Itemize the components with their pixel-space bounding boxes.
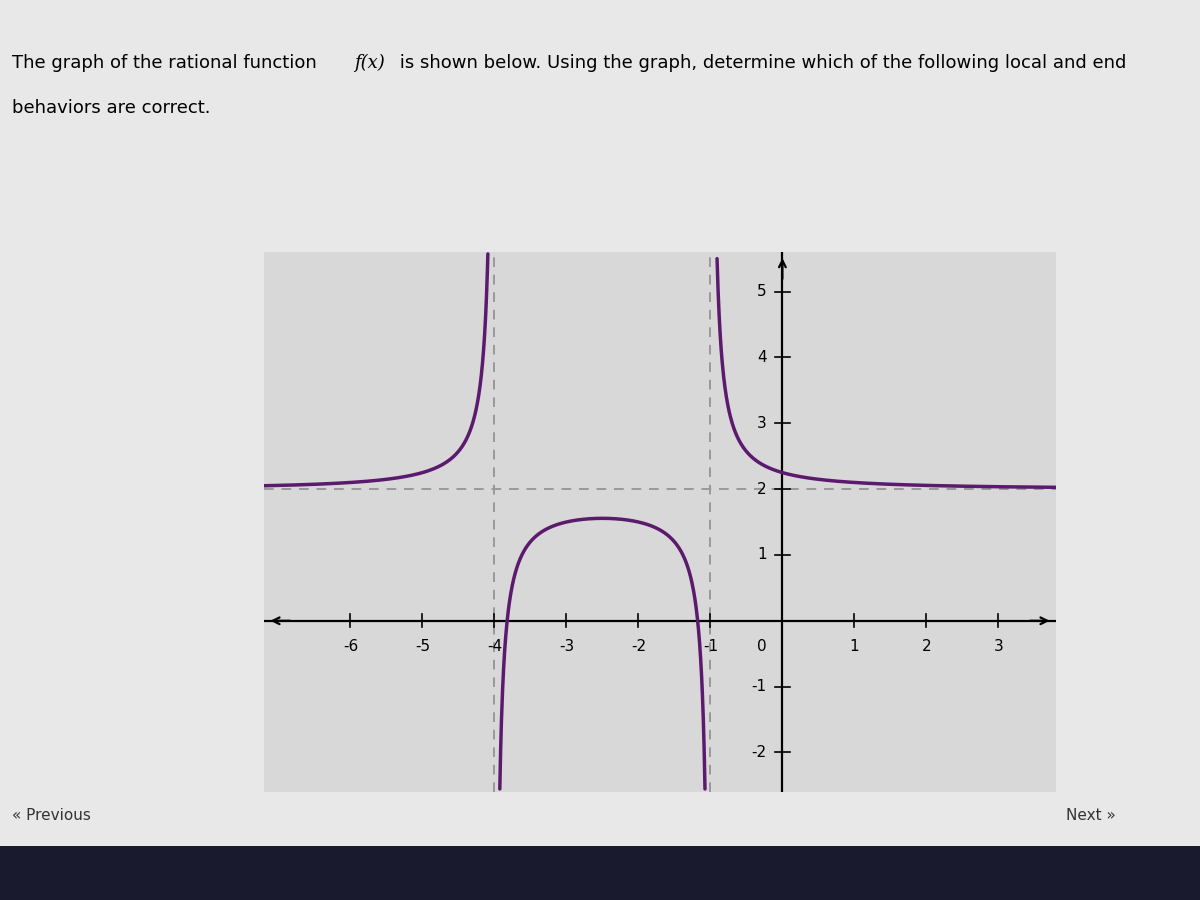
Text: 3: 3 (757, 416, 767, 431)
Text: The graph of the rational function: The graph of the rational function (12, 54, 323, 72)
Text: 2: 2 (922, 639, 931, 654)
Text: 2: 2 (757, 482, 767, 497)
Text: -6: -6 (343, 639, 358, 654)
Text: 5: 5 (757, 284, 767, 299)
Text: 4: 4 (757, 350, 767, 365)
Text: 1: 1 (850, 639, 859, 654)
Text: Next »: Next » (1067, 808, 1116, 824)
Text: -3: -3 (559, 639, 574, 654)
Text: 1: 1 (757, 547, 767, 562)
Text: f(x): f(x) (354, 54, 385, 72)
Text: behaviors are correct.: behaviors are correct. (12, 99, 210, 117)
Text: -2: -2 (751, 745, 767, 760)
Text: -5: -5 (415, 639, 430, 654)
Text: -2: -2 (631, 639, 646, 654)
Text: 0: 0 (757, 639, 767, 654)
Text: is shown below. Using the graph, determine which of the following local and end: is shown below. Using the graph, determi… (394, 54, 1126, 72)
Text: -4: -4 (487, 639, 502, 654)
Text: « Previous: « Previous (12, 808, 91, 824)
Text: -1: -1 (751, 680, 767, 694)
Text: -1: -1 (703, 639, 718, 654)
Text: 3: 3 (994, 639, 1003, 654)
